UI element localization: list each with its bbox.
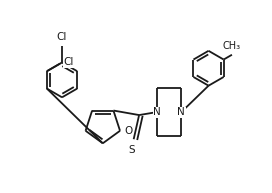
Text: N: N — [178, 107, 185, 117]
Text: O: O — [125, 126, 133, 136]
Text: N: N — [153, 107, 161, 117]
Text: CH₃: CH₃ — [223, 41, 241, 51]
Text: Cl: Cl — [57, 32, 67, 42]
Text: S: S — [129, 145, 135, 155]
Text: Cl: Cl — [63, 57, 73, 67]
